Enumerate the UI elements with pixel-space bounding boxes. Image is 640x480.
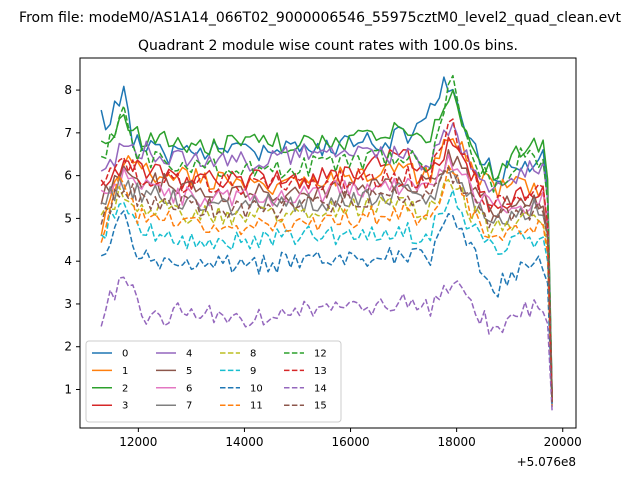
legend-label: 6 — [186, 383, 192, 394]
y-tick-label: 8 — [64, 83, 72, 97]
x-offset-label: +5.076e8 — [517, 455, 576, 469]
legend-box — [85, 340, 342, 423]
y-tick-label: 1 — [64, 383, 72, 397]
legend-label: 0 — [122, 349, 128, 360]
series-line-9 — [100, 189, 553, 407]
series-line-14 — [100, 276, 553, 411]
chart-suptitle: From file: modeM0/AS1A14_066T02_90000065… — [19, 10, 621, 26]
legend-label: 14 — [314, 383, 327, 394]
legend-label: 12 — [314, 349, 327, 360]
series-layer — [100, 74, 553, 411]
x-tick-label: 18000 — [438, 435, 476, 449]
legend-label: 3 — [122, 401, 128, 412]
legend-label: 4 — [186, 349, 192, 360]
chart-title: Quadrant 2 module wise count rates with … — [138, 38, 518, 54]
y-tick-label: 4 — [64, 254, 72, 268]
y-tick-label: 2 — [64, 340, 72, 354]
legend-label: 13 — [314, 366, 327, 377]
legend-label: 15 — [314, 401, 327, 412]
legend-label: 10 — [250, 383, 263, 394]
y-tick-label: 7 — [64, 126, 72, 140]
x-tick-label: 14000 — [225, 435, 263, 449]
x-tick-label: 20000 — [544, 435, 582, 449]
legend-label: 9 — [250, 366, 256, 377]
y-tick-label: 6 — [64, 169, 72, 183]
x-tick-label: 12000 — [119, 435, 157, 449]
series-line-12 — [100, 74, 553, 399]
series-line-10 — [100, 210, 553, 407]
legend-label: 7 — [186, 401, 192, 412]
y-tick-label: 3 — [64, 297, 72, 311]
series-line-15 — [100, 166, 553, 403]
legend-label: 5 — [186, 366, 192, 377]
series-line-8 — [100, 178, 553, 407]
series-line-4 — [100, 122, 553, 399]
legend-label: 2 — [122, 383, 128, 394]
legend-label: 11 — [250, 401, 263, 412]
series-line-11 — [100, 164, 553, 407]
x-tick-label: 16000 — [331, 435, 369, 449]
plot-area-frame — [79, 57, 577, 429]
series-line-2 — [100, 89, 553, 394]
series-line-13 — [100, 118, 553, 403]
series-line-0 — [100, 76, 553, 394]
y-tick-label: 5 — [64, 211, 72, 225]
legend-label: 1 — [122, 366, 128, 377]
legend-label: 8 — [250, 349, 256, 360]
